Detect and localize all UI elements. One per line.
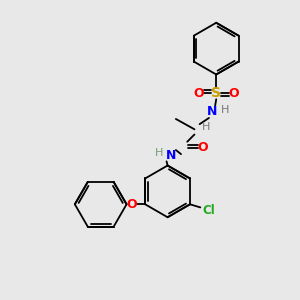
Text: Cl: Cl — [202, 204, 215, 217]
Text: N: N — [166, 149, 176, 162]
Text: O: O — [193, 87, 204, 100]
Text: S: S — [211, 86, 221, 100]
Text: N: N — [207, 105, 217, 118]
Text: O: O — [126, 198, 137, 211]
Text: H: H — [202, 122, 210, 132]
Text: H: H — [155, 148, 164, 158]
Text: O: O — [229, 87, 239, 100]
Text: H: H — [221, 105, 230, 115]
Text: O: O — [197, 141, 208, 154]
